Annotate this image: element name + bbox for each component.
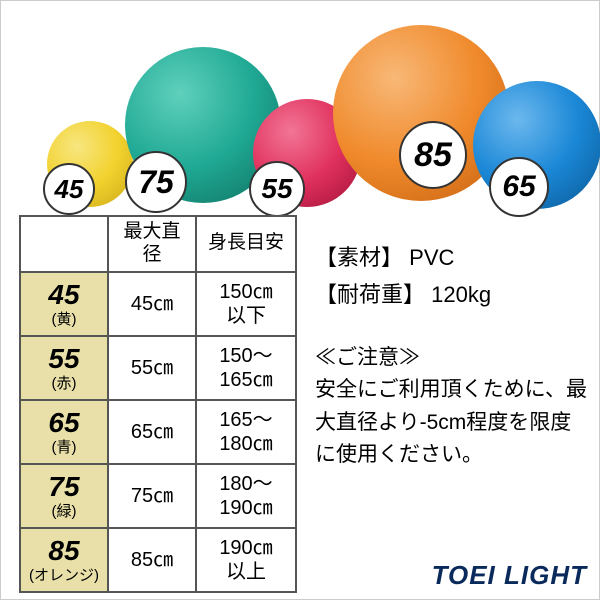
balls-illustration: 4575558565	[1, 1, 600, 211]
cell-diameter: 45㎝	[108, 272, 196, 336]
cell-diameter: 65㎝	[108, 400, 196, 464]
table-row: 55(赤)55㎝150～165㎝	[20, 336, 296, 400]
table-row: 75(緑)75㎝180～190㎝	[20, 464, 296, 528]
ball-label-65: 65	[489, 157, 549, 217]
material-label: 【素材】	[315, 245, 403, 270]
notice-block: ≪ご注意≫ 安全にご利用頂くために、最大直径より-5cm程度を限度に使用ください…	[315, 342, 587, 472]
material-value: PVC	[409, 245, 454, 270]
cell-height: 190㎝以上	[196, 528, 296, 592]
load-line: 【耐荷重】 120kg	[315, 276, 587, 313]
cell-size: 65(青)	[20, 400, 108, 464]
notice-title: ≪ご注意≫	[315, 342, 587, 375]
th-height: 身長目安	[196, 216, 296, 272]
size-table-wrap: 最大直径 身長目安 45(黄)45㎝150㎝以下55(赤)55㎝150～165㎝…	[1, 211, 297, 593]
cell-height: 150～165㎝	[196, 336, 296, 400]
notice-body: 安全にご利用頂くために、最大直径より-5cm程度を限度に使用ください。	[315, 374, 587, 472]
cell-size: 45(黄)	[20, 272, 108, 336]
load-value: 120kg	[431, 282, 491, 307]
cell-height: 150㎝以下	[196, 272, 296, 336]
table-row: 45(黄)45㎝150㎝以下	[20, 272, 296, 336]
cell-diameter: 85㎝	[108, 528, 196, 592]
th-diameter: 最大直径	[108, 216, 196, 272]
info-panel: 【素材】 PVC 【耐荷重】 120kg ≪ご注意≫ 安全にご利用頂くために、最…	[297, 211, 597, 593]
cell-height: 180～190㎝	[196, 464, 296, 528]
product-info-card: { "balls": [ { "size": "45", "color": "#…	[0, 0, 600, 600]
ball-label-55: 55	[249, 161, 305, 217]
material-line: 【素材】 PVC	[315, 239, 587, 276]
size-table-body: 45(黄)45㎝150㎝以下55(赤)55㎝150～165㎝65(青)65㎝16…	[20, 272, 296, 592]
brand-logo: TOEI LIGHT	[432, 560, 587, 591]
lower-section: 最大直径 身長目安 45(黄)45㎝150㎝以下55(赤)55㎝150～165㎝…	[1, 211, 600, 593]
size-table: 最大直径 身長目安 45(黄)45㎝150㎝以下55(赤)55㎝150～165㎝…	[19, 215, 297, 593]
ball-label-85: 85	[399, 121, 467, 189]
cell-diameter: 55㎝	[108, 336, 196, 400]
cell-size: 85(オレンジ)	[20, 528, 108, 592]
cell-height: 165～180㎝	[196, 400, 296, 464]
cell-size: 75(緑)	[20, 464, 108, 528]
cell-diameter: 75㎝	[108, 464, 196, 528]
ball-label-75: 75	[125, 151, 187, 213]
th-corner	[20, 216, 108, 272]
ball-label-45: 45	[43, 163, 95, 215]
table-row: 65(青)65㎝165～180㎝	[20, 400, 296, 464]
cell-size: 55(赤)	[20, 336, 108, 400]
load-label: 【耐荷重】	[315, 282, 425, 307]
table-row: 85(オレンジ)85㎝190㎝以上	[20, 528, 296, 592]
